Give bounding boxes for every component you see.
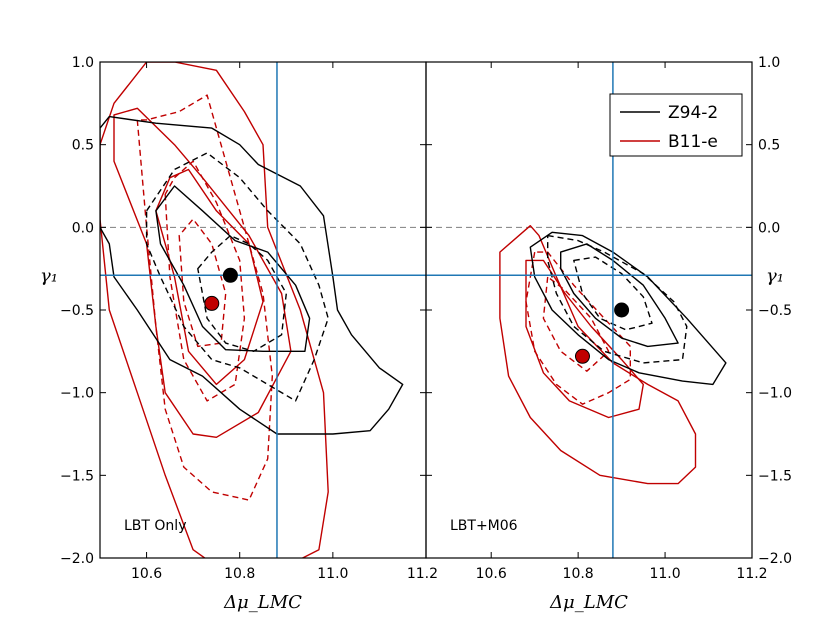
legend: Z94-2 B11-e xyxy=(609,93,743,157)
legend-label-z94-2: Z94-2 xyxy=(668,103,718,123)
contour-b11-e-dashed xyxy=(136,94,273,501)
y-tick-label-left: −2.0 xyxy=(60,551,94,567)
y-tick-label-left: 0.5 xyxy=(72,138,94,154)
x-tick-label: 11.2 xyxy=(407,566,438,582)
panel-label: LBT+M06 xyxy=(450,518,518,534)
best-fit-point-z94-2 xyxy=(222,267,238,283)
y-axis-label-right: γ₁ xyxy=(766,265,784,286)
y-axis-label-left: γ₁ xyxy=(40,265,58,286)
contour-z94-2-solid xyxy=(560,243,679,348)
y-tick-label-right: −0.5 xyxy=(758,303,792,319)
y-tick-label-left: 0.0 xyxy=(72,220,94,236)
panel-1-plot-area xyxy=(100,62,426,558)
contour-z94-2-solid xyxy=(529,231,727,386)
y-tick-label-right: −1.5 xyxy=(758,468,792,484)
contour-z94-2-dashed xyxy=(197,234,287,352)
contour-z94-2-solid xyxy=(155,185,311,352)
y-tick-label-right: −2.0 xyxy=(758,551,792,567)
panel-1-frame xyxy=(99,61,427,559)
best-fit-point-z94-2 xyxy=(614,302,630,318)
x-tick-label: 11.0 xyxy=(649,566,680,582)
x-tick-label: 11.0 xyxy=(317,566,348,582)
y-tick-label-left: −1.0 xyxy=(60,386,94,402)
legend-box xyxy=(609,93,743,157)
y-tick-label-left: 1.0 xyxy=(72,55,94,71)
y-tick-label-left: −1.5 xyxy=(60,468,94,484)
contour-z94-2-dashed xyxy=(573,256,653,331)
legend-label-b11-e: B11-e xyxy=(668,132,718,152)
x-tick-label: 11.2 xyxy=(736,566,767,582)
contour-b11-e-solid xyxy=(155,168,264,386)
contour-b11-e-solid xyxy=(499,224,697,485)
x-tick-label: 10.6 xyxy=(131,566,162,582)
contour-b11-e-solid xyxy=(100,62,329,558)
x-tick-label: 10.6 xyxy=(476,566,507,582)
panel-2-plot-area xyxy=(426,62,752,558)
y-tick-label-left: −0.5 xyxy=(60,303,94,319)
contour-z94-2-solid xyxy=(100,115,404,435)
x-axis-label: Δμ_LMC xyxy=(549,592,628,613)
x-axis-label: Δμ_LMC xyxy=(223,592,302,613)
contour-b11-e-dashed xyxy=(542,276,610,372)
y-tick-label-right: 0.0 xyxy=(758,220,780,236)
best-fit-point-b11-e xyxy=(204,295,220,311)
best-fit-point-b11-e xyxy=(574,348,590,364)
contour-z94-2-dashed xyxy=(547,234,688,364)
panel-label: LBT Only xyxy=(124,518,186,534)
x-tick-label: 10.8 xyxy=(224,566,255,582)
contour-b11-e-dashed xyxy=(164,160,246,402)
contour-b11-e-dashed xyxy=(525,251,631,405)
contour-b11-e-dashed xyxy=(178,218,227,348)
contour-z94-2-dashed xyxy=(145,152,329,402)
y-tick-label-right: 1.0 xyxy=(758,55,780,71)
y-tick-label-right: 0.5 xyxy=(758,138,780,154)
x-tick-label: 10.8 xyxy=(563,566,594,582)
y-tick-label-right: −1.0 xyxy=(758,386,792,402)
